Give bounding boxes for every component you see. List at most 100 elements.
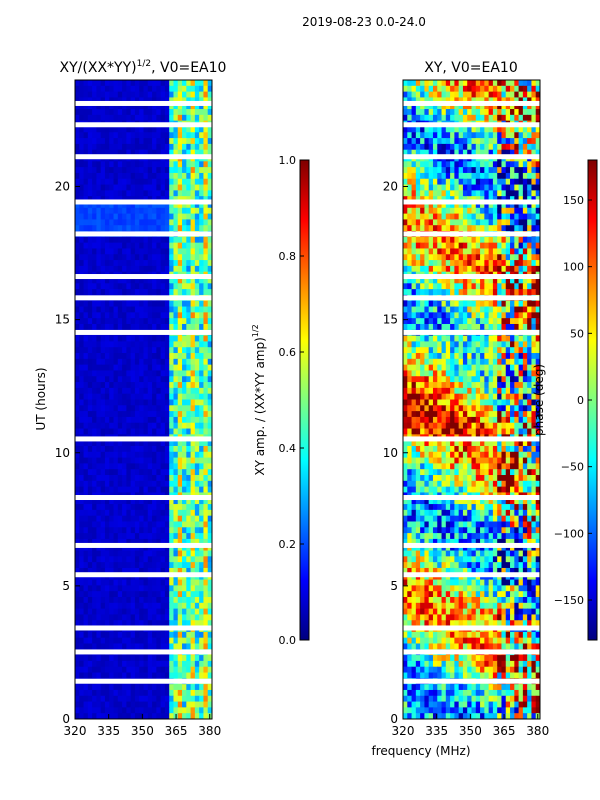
heatmap-cell — [130, 358, 136, 366]
heatmap-cell — [126, 161, 132, 168]
heatmap-cell — [156, 132, 162, 139]
heatmap-cell — [96, 556, 102, 563]
heatmap-cell — [75, 91, 80, 99]
heatmap-cell — [100, 190, 106, 197]
heatmap-cell — [164, 475, 170, 482]
heatmap-cell — [147, 504, 153, 511]
heatmap-cell — [467, 143, 473, 151]
heatmap-cell — [87, 428, 93, 435]
heatmap-cell — [458, 103, 464, 110]
heatmap-cell — [445, 219, 451, 226]
heatmap-cell — [87, 353, 93, 360]
heatmap-cell — [152, 149, 157, 157]
heatmap-cell — [92, 138, 98, 145]
heatmap-cell — [109, 300, 115, 308]
heatmap-cell — [501, 126, 507, 133]
heatmap-cell — [190, 353, 196, 360]
heatmap-cell — [428, 265, 434, 273]
heatmap-cell — [182, 97, 187, 104]
heatmap-cell — [505, 149, 511, 157]
heatmap-cell — [156, 515, 162, 523]
heatmap-cell — [126, 335, 132, 343]
heatmap-cell — [475, 318, 481, 325]
heatmap-cell — [109, 440, 115, 447]
heatmap-cell — [122, 695, 127, 703]
heatmap-cell — [160, 138, 166, 145]
heatmap-cell — [100, 411, 106, 418]
heatmap-cell — [190, 178, 196, 186]
heatmap-cell — [445, 190, 451, 197]
heatmap-cell — [169, 213, 175, 221]
heatmap-cell — [87, 376, 93, 383]
heatmap-cell — [173, 91, 179, 99]
heatmap-cell — [403, 184, 408, 191]
heatmap-cell — [164, 660, 170, 668]
heatmap-cell — [113, 306, 119, 313]
heatmap-cell — [147, 242, 153, 250]
heatmap-cell — [173, 178, 179, 186]
heatmap-cell — [75, 463, 80, 470]
heatmap-cell — [100, 312, 106, 319]
heatmap-cell — [169, 335, 175, 343]
heatmap-cell — [454, 300, 460, 308]
heatmap-cell — [92, 602, 98, 610]
heatmap-cell — [92, 178, 98, 186]
heatmap-cell — [83, 201, 89, 209]
heatmap-cell — [194, 283, 200, 290]
heatmap-cell — [169, 178, 175, 186]
heatmap-cell — [126, 97, 132, 104]
heatmap-cell — [139, 515, 145, 523]
heatmap-cell — [411, 283, 417, 290]
heatmap-cell — [454, 306, 460, 313]
heatmap-cell — [164, 248, 170, 255]
heatmap-cell — [454, 248, 460, 255]
heatmap-cell — [199, 80, 205, 87]
heatmap-cell — [75, 550, 80, 557]
heatmap-cell — [480, 260, 485, 267]
heatmap-cell — [403, 260, 408, 267]
heatmap-cell — [160, 382, 166, 389]
heatmap-cell — [467, 219, 473, 226]
heatmap-cell — [164, 567, 170, 575]
heatmap-cell — [203, 469, 209, 476]
heatmap-cell — [190, 149, 196, 157]
heatmap-cell — [134, 300, 140, 308]
heatmap-cell — [467, 265, 473, 273]
heatmap-cell — [454, 91, 460, 99]
heatmap-cell — [75, 643, 80, 650]
heatmap-cell — [152, 521, 157, 528]
heatmap-cell — [113, 475, 119, 482]
heatmap-cell — [190, 498, 196, 505]
heatmap-cell — [87, 126, 93, 133]
heatmap-cell — [87, 666, 93, 674]
heatmap-cell — [113, 451, 119, 459]
heatmap-cell — [177, 660, 183, 668]
heatmap-cell — [475, 114, 481, 122]
heatmap-cell — [152, 591, 157, 598]
heatmap-cell — [186, 196, 192, 203]
heatmap-cell — [173, 277, 179, 284]
heatmap-cell — [130, 660, 136, 668]
heatmap-cell — [450, 260, 455, 267]
heatmap-cell — [160, 201, 166, 209]
heatmap-cell — [186, 213, 192, 221]
flagged-row — [75, 678, 212, 684]
heatmap-cell — [75, 219, 80, 226]
heatmap-cell — [134, 138, 140, 145]
heatmap-cell — [475, 91, 481, 99]
heatmap-cell — [437, 184, 443, 191]
heatmap-cell — [100, 283, 106, 290]
heatmap-cell — [207, 248, 212, 255]
heatmap-cell — [407, 138, 413, 145]
heatmap-cell — [109, 556, 115, 563]
heatmap-cell — [147, 387, 153, 395]
heatmap-cell — [139, 376, 145, 383]
heatmap-cell — [109, 277, 115, 284]
heatmap-cell — [156, 533, 162, 540]
heatmap-cell — [75, 684, 80, 691]
heatmap-cell — [518, 300, 524, 308]
heatmap-cell — [143, 341, 149, 348]
heatmap-cell — [194, 422, 200, 430]
heatmap-cell — [527, 219, 533, 226]
heatmap-cell — [450, 225, 455, 232]
